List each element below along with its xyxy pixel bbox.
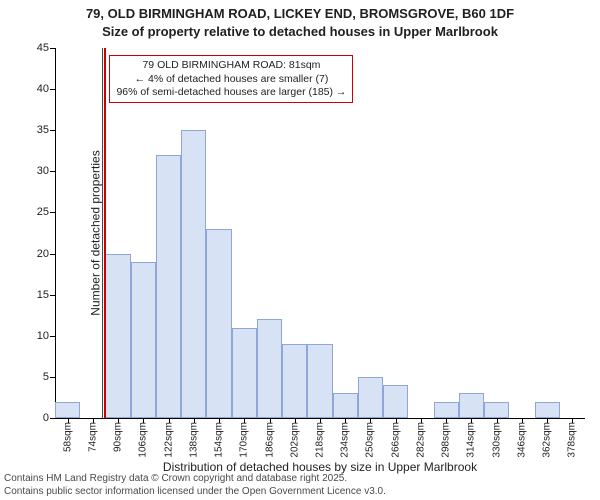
xtick-label: 250sqm — [365, 422, 376, 458]
histogram-bar — [333, 393, 358, 418]
histogram-bar — [181, 130, 206, 418]
xtick-label: 330sqm — [491, 422, 502, 458]
histogram-bar — [459, 393, 484, 418]
ytick-mark — [50, 212, 55, 213]
ytick-label: 25 — [37, 206, 49, 218]
histogram-bar — [484, 402, 509, 418]
xtick-label: 202sqm — [289, 422, 300, 458]
annotation-line: 96% of semi-detached houses are larger (… — [116, 86, 346, 99]
xtick-label: 58sqm — [62, 422, 73, 452]
histogram-bar — [282, 344, 307, 418]
ytick-mark — [50, 130, 55, 131]
xtick-label: 154sqm — [214, 422, 225, 458]
ytick-mark — [50, 377, 55, 378]
ytick-label: 15 — [37, 289, 49, 301]
ytick-mark — [50, 336, 55, 337]
histogram-bar — [206, 229, 231, 418]
histogram-bar — [434, 402, 459, 418]
ytick-mark — [50, 418, 55, 419]
ytick-label: 40 — [37, 83, 49, 95]
ytick-label: 20 — [37, 248, 49, 260]
histogram-bar — [257, 319, 282, 418]
title-line-2: Size of property relative to detached ho… — [0, 24, 600, 39]
y-axis — [55, 48, 56, 418]
ytick-mark — [50, 295, 55, 296]
histogram-bar — [383, 385, 408, 418]
property-size-figure: 79, OLD BIRMINGHAM ROAD, LICKEY END, BRO… — [0, 0, 600, 500]
footnote-2: Contains public sector information licen… — [4, 486, 386, 497]
xtick-label: 74sqm — [87, 422, 98, 452]
ytick-mark — [50, 48, 55, 49]
histogram-bar — [358, 377, 383, 418]
ytick-label: 5 — [43, 371, 49, 383]
title-line-1: 79, OLD BIRMINGHAM ROAD, LICKEY END, BRO… — [0, 6, 600, 21]
histogram-bar — [131, 262, 156, 418]
ytick-mark — [50, 254, 55, 255]
xtick-label: 346sqm — [516, 422, 527, 458]
xtick-label: 218sqm — [315, 422, 326, 458]
xtick-label: 314sqm — [466, 422, 477, 458]
xtick-label: 378sqm — [567, 422, 578, 458]
ytick-label: 45 — [37, 42, 49, 54]
histogram-plot-area: Number of detached properties Distributi… — [55, 48, 585, 418]
x-axis-label: Distribution of detached houses by size … — [55, 460, 585, 474]
histogram-bar — [232, 328, 257, 418]
histogram-bar — [55, 402, 80, 418]
xtick-label: 298sqm — [441, 422, 452, 458]
histogram-bar — [105, 254, 130, 418]
xtick-label: 282sqm — [415, 422, 426, 458]
histogram-bar — [307, 344, 332, 418]
xtick-label: 90sqm — [113, 422, 124, 452]
histogram-bar — [535, 402, 560, 418]
xtick-label: 122sqm — [163, 422, 174, 458]
ytick-label: 35 — [37, 124, 49, 136]
footnote-1: Contains HM Land Registry data © Crown c… — [4, 473, 347, 484]
annotation-line: ← 4% of detached houses are smaller (7) — [116, 73, 346, 86]
y-axis-label: Number of detached properties — [89, 150, 103, 315]
xtick-label: 170sqm — [239, 422, 250, 458]
ytick-mark — [50, 171, 55, 172]
ytick-label: 10 — [37, 330, 49, 342]
xtick-label: 266sqm — [390, 422, 401, 458]
annotation-line: 79 OLD BIRMINGHAM ROAD: 81sqm — [116, 59, 346, 72]
annotation-box: 79 OLD BIRMINGHAM ROAD: 81sqm← 4% of det… — [109, 55, 353, 102]
marker-line — [104, 48, 106, 418]
xtick-label: 186sqm — [264, 422, 275, 458]
xtick-label: 106sqm — [138, 422, 149, 458]
xtick-label: 362sqm — [542, 422, 553, 458]
ytick-label: 30 — [37, 165, 49, 177]
xtick-label: 234sqm — [340, 422, 351, 458]
marker-shadow — [102, 48, 103, 418]
ytick-label: 0 — [43, 412, 49, 424]
histogram-bar — [156, 155, 181, 418]
xtick-label: 138sqm — [188, 422, 199, 458]
ytick-mark — [50, 89, 55, 90]
